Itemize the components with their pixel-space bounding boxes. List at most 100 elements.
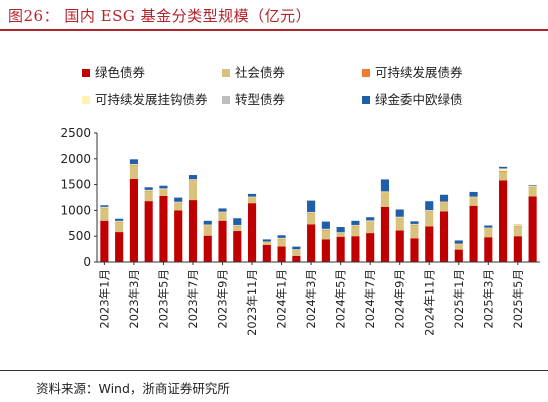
bar-segment xyxy=(425,201,434,210)
bar-segment xyxy=(351,224,360,226)
bar-segment xyxy=(203,224,212,226)
bar-segment xyxy=(129,164,138,166)
bar-segment xyxy=(513,225,522,227)
bar-segment xyxy=(528,186,537,197)
x-tick-label: 2024年3月 xyxy=(304,269,318,329)
bar-segment xyxy=(188,175,198,180)
y-tick-label: 1000 xyxy=(60,203,91,217)
legend-swatch xyxy=(82,69,90,77)
bar-segment xyxy=(499,166,508,169)
bar-segment xyxy=(218,212,227,221)
bar-segment xyxy=(336,232,345,233)
bar-segment xyxy=(100,207,109,221)
bar-segment xyxy=(233,231,242,262)
bar-segment xyxy=(454,240,463,244)
x-tick-label: 2025年3月 xyxy=(481,269,495,329)
bar-segment xyxy=(351,236,360,262)
bar-segment xyxy=(188,200,198,262)
title-rule xyxy=(0,29,548,31)
y-tick-label: 0 xyxy=(83,255,91,269)
bar-segment xyxy=(321,228,330,230)
figure-title: 图26： 国内 ESG 基金分类型规模（亿元） xyxy=(8,7,312,25)
bar-segment xyxy=(528,185,537,186)
bar-segment xyxy=(425,210,434,227)
bar-segment xyxy=(366,220,375,222)
bar-segment xyxy=(203,224,212,226)
bar-segment xyxy=(144,201,153,262)
bar-segment xyxy=(174,201,183,203)
bar-segment xyxy=(499,180,508,262)
bar-segment xyxy=(484,228,493,229)
bar-segment xyxy=(174,197,183,202)
bar-segment xyxy=(307,212,316,214)
bar-segment xyxy=(247,196,257,198)
bar-segment xyxy=(100,207,109,208)
legend-swatch xyxy=(82,96,90,104)
bar-segment xyxy=(292,249,301,250)
bar-segment xyxy=(410,238,419,262)
y-tick-label: 2000 xyxy=(60,152,91,166)
bar-segment xyxy=(336,236,345,262)
bar-segment xyxy=(115,221,124,222)
bar-segment xyxy=(425,226,434,262)
bar-segment xyxy=(484,228,493,238)
bar-segment xyxy=(336,233,345,237)
bar-segment xyxy=(203,235,212,262)
bar-segment xyxy=(129,178,138,262)
bar-segment xyxy=(469,205,478,262)
x-tick-label: 2024年11月 xyxy=(422,269,436,336)
bar-segment xyxy=(425,210,434,212)
bar-segment xyxy=(499,168,508,171)
legend-label: 可持续发展债券 xyxy=(375,65,463,80)
bar-segment xyxy=(528,185,537,187)
x-tick-label: 2023年7月 xyxy=(186,269,200,329)
bar-segment xyxy=(129,164,138,179)
bar-segment xyxy=(307,200,316,212)
bar-segment xyxy=(454,244,463,245)
x-tick-label: 2023年1月 xyxy=(97,269,111,329)
y-tick-label: 2500 xyxy=(60,126,91,140)
bar-segment xyxy=(410,224,419,239)
source-note: 资料来源：Wind，浙商证券研究所 xyxy=(36,381,230,396)
bar-segment xyxy=(484,227,493,229)
bar-segment xyxy=(144,190,153,191)
bar-segment xyxy=(188,180,198,181)
bar-segment xyxy=(351,225,360,237)
bar-segment xyxy=(321,230,330,240)
bar-segment xyxy=(144,187,153,190)
bar-segment xyxy=(439,201,449,203)
legend-label: 绿色债券 xyxy=(95,65,146,80)
bar-segment xyxy=(233,224,242,226)
bar-segment xyxy=(513,236,522,262)
bar-segment xyxy=(247,197,257,204)
bar-segment xyxy=(233,225,242,227)
bar-segment xyxy=(528,186,537,187)
bar-segment xyxy=(115,220,124,222)
bar-segment xyxy=(454,243,463,245)
bar-segment xyxy=(499,168,508,169)
bar-segment xyxy=(454,249,463,262)
bar-segment xyxy=(174,202,183,211)
bar-segment xyxy=(218,211,227,213)
bar-segment xyxy=(321,229,330,230)
x-axis: 2023年1月 2023年3月 2023年5月 2023年7月 2023年9月 2023年… xyxy=(97,261,540,336)
x-tick-label: 2024年5月 xyxy=(334,269,348,329)
bar-segment xyxy=(292,246,301,250)
bar-segment xyxy=(188,179,198,181)
y-tick-label: 500 xyxy=(68,229,91,243)
bar-segment xyxy=(380,191,390,193)
bar-segment xyxy=(174,210,183,262)
x-tick-label: 2023年3月 xyxy=(127,269,141,329)
bar-segment xyxy=(233,218,242,225)
bar-segment xyxy=(307,212,316,225)
bar-segment xyxy=(439,211,449,262)
bar-segment xyxy=(321,239,330,262)
bar-segment xyxy=(366,233,375,262)
bar-segment xyxy=(129,163,138,165)
legend-label: 转型债券 xyxy=(235,92,286,107)
bar-segment xyxy=(321,229,330,231)
bar-segment xyxy=(115,218,124,221)
bar-segment xyxy=(100,220,109,262)
bar-segment xyxy=(380,179,390,192)
bar-segment xyxy=(410,224,419,226)
